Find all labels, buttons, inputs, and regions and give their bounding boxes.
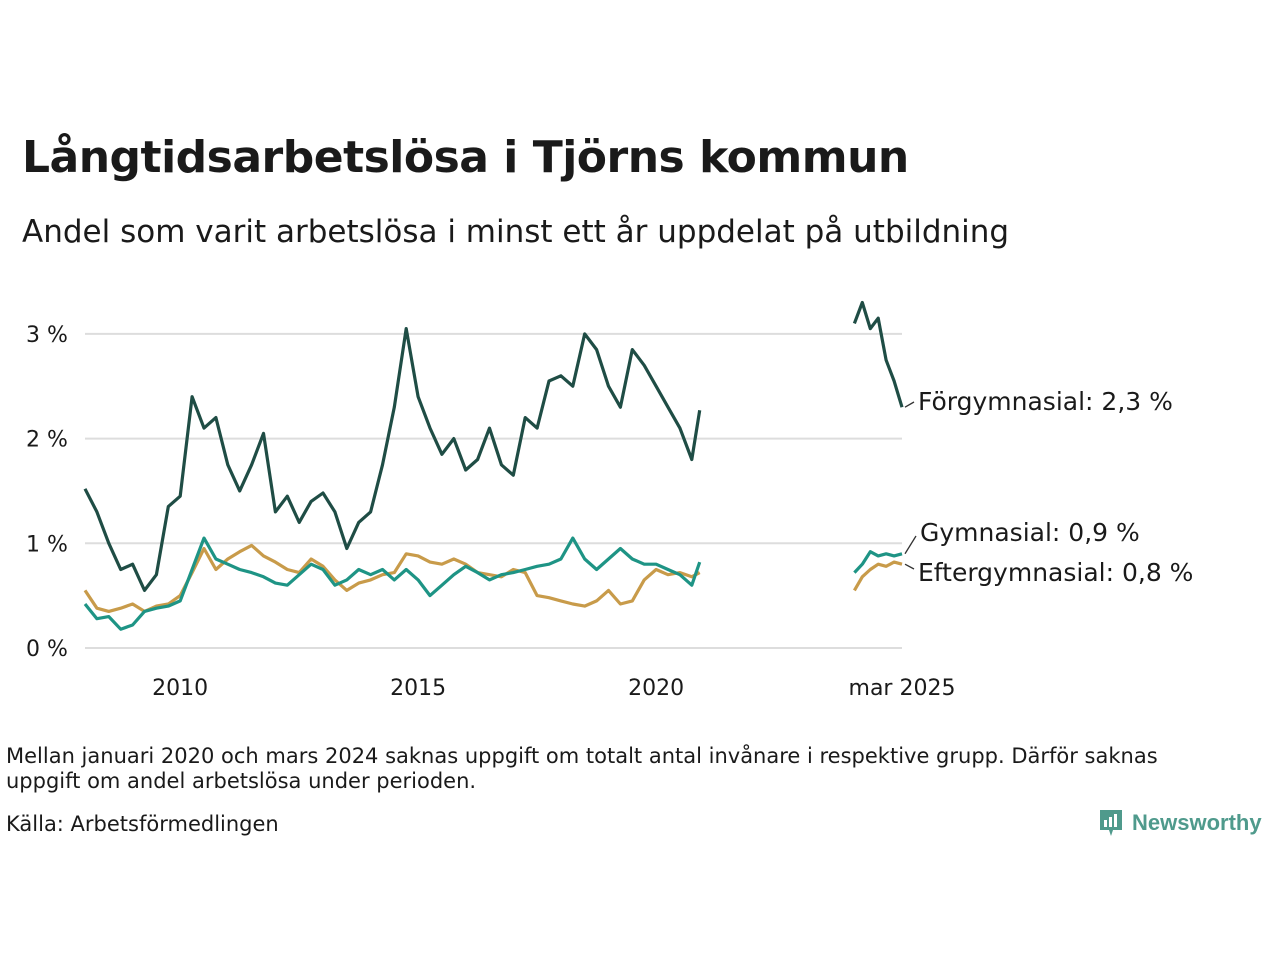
end-label-gymnasial: Gymnasial: 0,9 %	[920, 518, 1140, 547]
chart-title: Långtidsarbetslösa i Tjörns kommun	[22, 132, 909, 183]
end-label-eftergymnasial: Eftergymnasial: 0,8 %	[918, 558, 1193, 587]
y-tick-label: 3 %	[26, 323, 68, 348]
brand-logo[interactable]: Newsworthy	[1098, 808, 1262, 838]
source-text: Källa: Arbetsförmedlingen	[6, 812, 279, 836]
y-tick-label: 0 %	[26, 637, 68, 662]
end-label-forgymnasial: Förgymnasial: 2,3 %	[918, 387, 1173, 416]
y-tick-label: 1 %	[26, 532, 68, 557]
x-tick-label: 2015	[390, 676, 446, 701]
footnote: Mellan januari 2020 och mars 2024 saknas…	[6, 744, 1158, 793]
x-tick-label: mar 2025	[849, 676, 956, 701]
end-label-connector	[904, 563, 915, 570]
chart-subtitle: Andel som varit arbetslösa i minst ett å…	[22, 214, 1010, 250]
series-line-gymnasial	[83, 536, 903, 631]
end-label-connector	[904, 535, 917, 555]
x-tick-label: 2020	[628, 676, 684, 701]
series-line-forgymnasial	[83, 300, 904, 592]
brand-name: Newsworthy	[1132, 810, 1262, 835]
newsworthy-logo-icon	[1100, 810, 1122, 836]
y-tick-label: 2 %	[26, 428, 68, 453]
end-label-connector	[904, 401, 915, 408]
x-tick-label: 2010	[152, 676, 208, 701]
